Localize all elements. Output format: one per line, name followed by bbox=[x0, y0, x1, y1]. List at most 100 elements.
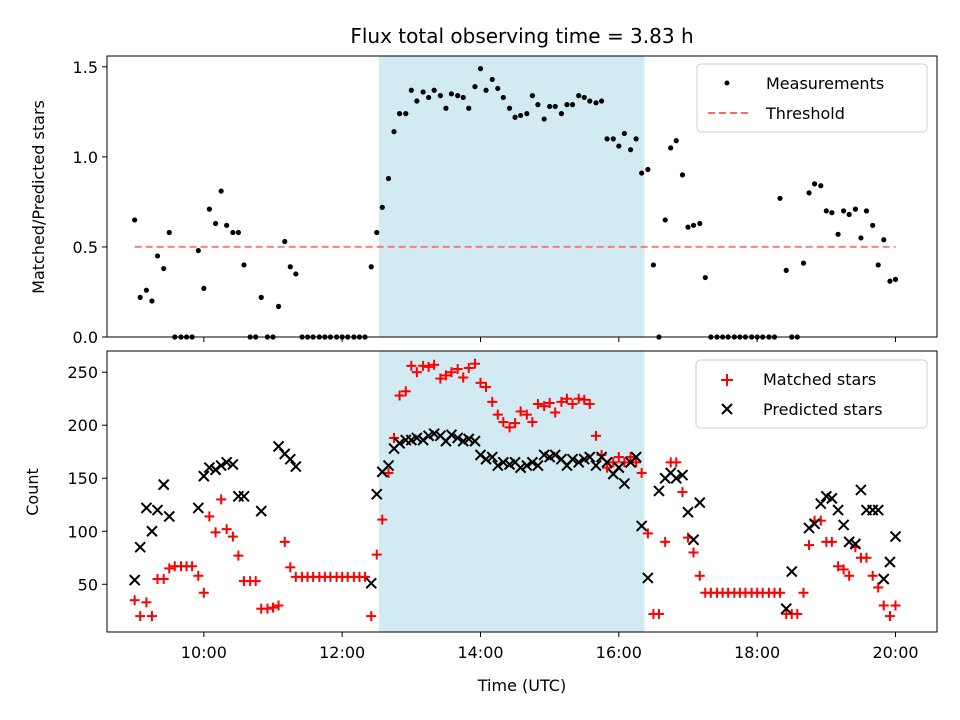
measurement-point bbox=[535, 102, 541, 108]
predicted-star-point bbox=[497, 456, 510, 469]
matched-star-point bbox=[521, 409, 532, 420]
measurement-point bbox=[137, 294, 143, 300]
x-tick-label: 16:00 bbox=[596, 643, 642, 662]
measurement-point bbox=[500, 94, 506, 101]
predicted-star-point bbox=[532, 459, 544, 472]
predicted-star-point bbox=[601, 456, 613, 469]
measurement-point bbox=[598, 98, 605, 104]
observing-window-shade-top bbox=[378, 56, 645, 337]
measurement-point bbox=[650, 262, 657, 268]
predicted-star-point bbox=[227, 458, 239, 471]
matched-star-point bbox=[129, 595, 140, 606]
measurement-point bbox=[846, 211, 852, 218]
matched-star-point bbox=[487, 396, 498, 407]
predicted-star-point bbox=[573, 456, 585, 469]
measurement-point bbox=[576, 93, 582, 99]
measurement-point bbox=[662, 217, 668, 223]
bottom-y-tick-label: 200 bbox=[67, 416, 98, 435]
measurement-point bbox=[547, 103, 553, 110]
matched-star-point bbox=[527, 417, 538, 428]
matched-star-point bbox=[371, 549, 382, 560]
predicted-star-point bbox=[215, 459, 227, 472]
measurement-point bbox=[379, 204, 385, 210]
matched-star-point bbox=[418, 360, 429, 371]
matched-star-point bbox=[233, 550, 244, 561]
measurement-point bbox=[506, 105, 513, 111]
predicted-star-point bbox=[687, 534, 700, 546]
matched-star-point bbox=[804, 540, 815, 551]
predicted-star-point bbox=[630, 451, 642, 463]
predicted-star-point bbox=[238, 490, 250, 502]
measurement-point bbox=[235, 229, 242, 236]
bottom-legend-box bbox=[695, 359, 928, 429]
measurement-point bbox=[466, 105, 472, 111]
matched-star-point bbox=[573, 393, 584, 404]
observing-window-shade-bottom bbox=[378, 351, 645, 632]
matched-star-point bbox=[204, 511, 215, 522]
legend-predicted-label: Predicted stars bbox=[763, 400, 883, 419]
matched-star-point bbox=[481, 382, 492, 393]
legend-threshold-label: Threshold bbox=[765, 104, 845, 123]
top-legend-box bbox=[696, 63, 928, 133]
predicted-star-point bbox=[878, 573, 890, 585]
matched-star-point bbox=[619, 457, 630, 468]
x-tick-label: 12:00 bbox=[319, 643, 365, 662]
legend-measurements-label: Measurements bbox=[766, 74, 884, 93]
top-y-tick-label: 1.0 bbox=[73, 148, 98, 167]
predicted-star-point bbox=[815, 497, 827, 510]
predicted-star-point bbox=[463, 433, 475, 445]
x-tick-label: 20:00 bbox=[872, 643, 918, 662]
top-y-tick-label: 1.5 bbox=[73, 58, 98, 77]
matched-star-point bbox=[411, 367, 422, 378]
matched-star-point bbox=[492, 409, 503, 420]
predicted-star-point bbox=[618, 477, 631, 490]
predicted-star-point bbox=[198, 470, 210, 482]
measurement-point bbox=[587, 98, 593, 104]
measurement-point bbox=[448, 91, 455, 97]
matched-star-point bbox=[146, 611, 157, 622]
top-plot-frame bbox=[106, 55, 938, 338]
matched-star-point bbox=[510, 418, 521, 429]
measurement-point bbox=[518, 112, 524, 119]
matched-star-point bbox=[141, 597, 152, 608]
matched-star-point bbox=[867, 570, 878, 581]
predicted-star-point bbox=[134, 541, 146, 553]
top-y-tick-label: 0.5 bbox=[73, 238, 98, 257]
matched-star-point bbox=[394, 390, 405, 401]
bottom-y-tick-label: 250 bbox=[67, 363, 98, 382]
predicted-star-point bbox=[393, 437, 406, 449]
predicted-star-point bbox=[694, 496, 706, 509]
matched-star-point bbox=[890, 600, 901, 611]
matched-star-point bbox=[608, 457, 619, 468]
measurement-point bbox=[224, 222, 230, 228]
measurement-point bbox=[800, 260, 807, 266]
measurement-point bbox=[495, 85, 501, 92]
matched-star-point bbox=[688, 547, 699, 558]
matched-star-point bbox=[285, 562, 296, 573]
matched-star-point bbox=[498, 417, 509, 428]
measurement-point bbox=[881, 237, 887, 243]
measurement-point bbox=[673, 138, 679, 144]
measurement-point bbox=[391, 129, 397, 135]
legend-matched-marker bbox=[721, 374, 733, 386]
predicted-star-point bbox=[163, 510, 175, 523]
x-tick-label: 10:00 bbox=[181, 643, 227, 662]
matched-star-point bbox=[377, 514, 388, 525]
matched-star-point bbox=[884, 611, 895, 622]
measurement-point bbox=[489, 76, 495, 83]
measurement-point bbox=[431, 87, 437, 93]
predicted-star-point bbox=[382, 459, 395, 472]
predicted-stars-series bbox=[128, 428, 902, 615]
bottom-x-ticks: 10:00 12:00 14:00 16:00 18:00 20:00 bbox=[181, 632, 919, 662]
measurement-point bbox=[455, 93, 461, 99]
matched-star-point bbox=[792, 608, 803, 619]
measurement-point bbox=[818, 183, 824, 189]
measurement-point bbox=[218, 188, 224, 194]
measurement-point bbox=[414, 98, 420, 104]
predicted-star-point bbox=[872, 504, 884, 516]
predicted-star-point bbox=[676, 469, 689, 481]
measurement-point bbox=[823, 208, 829, 214]
measurement-point bbox=[697, 220, 703, 227]
matched-star-point bbox=[504, 422, 515, 433]
matched-star-point bbox=[544, 397, 555, 408]
